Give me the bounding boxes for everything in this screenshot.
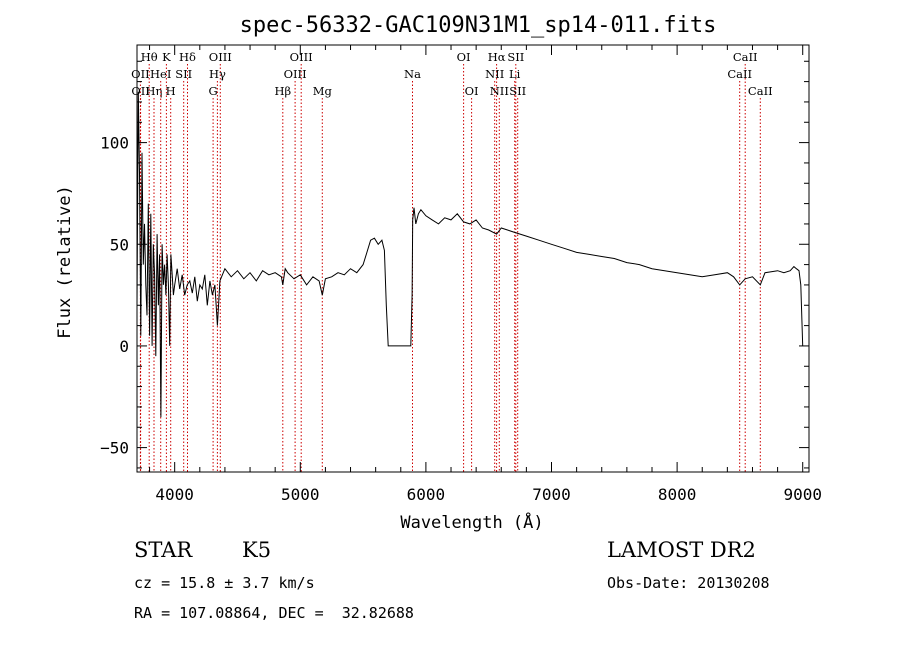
object-class: STAR bbox=[134, 538, 193, 562]
subclass: K5 bbox=[242, 538, 272, 562]
marker-label-20: SII bbox=[507, 50, 524, 64]
marker-label-23: NII bbox=[490, 84, 509, 98]
marker-label-4: HeI bbox=[150, 67, 171, 81]
x-tick-label-5: 9000 bbox=[783, 485, 822, 504]
x-tick-label-2: 6000 bbox=[407, 485, 446, 504]
marker-label-15: Mg bbox=[313, 84, 333, 98]
y-tick-label-2: 50 bbox=[110, 235, 129, 254]
marker-label-18: OI bbox=[465, 84, 479, 98]
marker-label-16: Na bbox=[404, 67, 421, 81]
marker-label-0: Hθ bbox=[141, 50, 158, 64]
marker-label-25: CaII bbox=[733, 50, 758, 64]
spectrum-line bbox=[136, 91, 804, 418]
marker-label-8: Hδ bbox=[179, 50, 196, 64]
axis-ticks: 4000 5000 6000 7000 8000 9000 −50 0 50 100 bbox=[100, 45, 822, 504]
observation-date: Obs-Date: 20130208 bbox=[607, 574, 770, 592]
x-tick-label-0: 4000 bbox=[155, 485, 194, 504]
plot-frame bbox=[136, 44, 810, 473]
redshift-value: cz = 15.8 ± 3.7 km/s bbox=[134, 574, 315, 592]
marker-label-27: CaII bbox=[748, 84, 773, 98]
marker-label-21: NII bbox=[485, 67, 504, 81]
marker-label-3: Hη bbox=[146, 84, 163, 98]
y-tick-label-0: −50 bbox=[100, 439, 129, 458]
x-tick-label-3: 7000 bbox=[532, 485, 571, 504]
marker-label-5: K bbox=[162, 50, 171, 64]
marker-label-19: Hα bbox=[488, 50, 506, 64]
y-tick-label-1: 0 bbox=[119, 337, 129, 356]
marker-label-14: OIII bbox=[284, 67, 307, 81]
marker-label-11: G bbox=[209, 84, 218, 98]
marker-label-17: OI bbox=[457, 50, 471, 64]
x-tick-label-1: 5000 bbox=[281, 485, 320, 504]
marker-label-1: OII bbox=[131, 67, 150, 81]
chart-title: spec-56332-GAC109N31M1_sp14-011.fits bbox=[240, 13, 717, 38]
y-axis-label: Flux (relative) bbox=[55, 185, 75, 339]
marker-label-24: SII bbox=[509, 84, 526, 98]
marker-label-2: OII bbox=[131, 84, 150, 98]
marker-label-9: OIII bbox=[209, 50, 232, 64]
x-axis-label: Wavelength (Å) bbox=[400, 511, 543, 533]
survey-name: LAMOST DR2 bbox=[607, 538, 756, 562]
marker-label-12: Hβ bbox=[274, 84, 291, 98]
y-tick-label-3: 100 bbox=[100, 134, 129, 153]
marker-label-13: OIII bbox=[290, 50, 313, 64]
coordinates: RA = 107.08864, DEC = 32.82688 bbox=[134, 604, 414, 622]
x-tick-label-4: 8000 bbox=[658, 485, 697, 504]
marker-label-6: SII bbox=[175, 67, 192, 81]
marker-label-22: Li bbox=[509, 67, 521, 81]
marker-label-7: H bbox=[166, 84, 176, 98]
marker-label-26: CaII bbox=[727, 67, 752, 81]
marker-label-10: Hγ bbox=[209, 67, 226, 81]
